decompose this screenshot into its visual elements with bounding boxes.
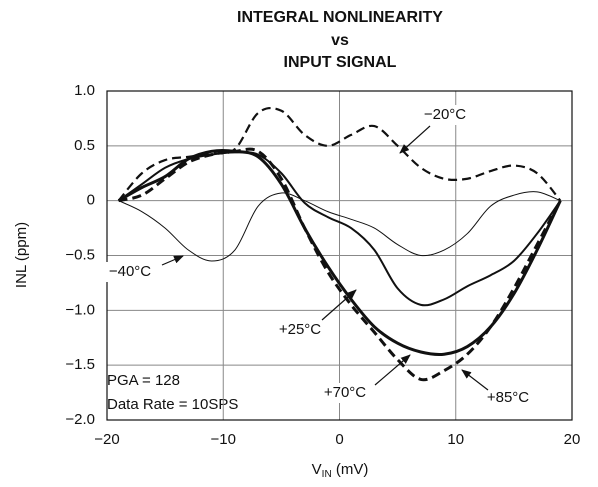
y-tick-label: 0 — [87, 192, 95, 209]
label-bg — [104, 262, 156, 282]
label-bg — [419, 105, 471, 125]
chart-title: INTEGRAL NONLINEARITY — [237, 9, 443, 26]
y-tick-label: −0.5 — [65, 246, 95, 263]
y-tick-label: 1.0 — [74, 82, 95, 99]
note: Data Rate = 10SPS — [107, 396, 238, 413]
x-tick-label: −20 — [94, 431, 119, 448]
x-label-subscript: IN — [322, 469, 332, 480]
x-tick-label: 0 — [335, 431, 343, 448]
x-label-base: V — [312, 461, 322, 478]
arrow — [374, 354, 411, 386]
x-tick-label: −10 — [211, 431, 236, 448]
series-label: +70°C — [324, 384, 366, 401]
note: PGA = 128 — [107, 372, 180, 389]
series-label: +85°C — [487, 389, 529, 406]
label-bg — [274, 320, 326, 340]
y-axis-label: INL (ppm) — [13, 222, 30, 288]
chart-title: vs — [331, 32, 349, 49]
chart-title: INPUT SIGNAL — [284, 54, 397, 71]
plot-frame — [106, 90, 573, 421]
arrow — [321, 289, 357, 321]
series-label: +25°C — [279, 321, 321, 338]
series-line — [118, 147, 562, 382]
y-tick-label: −2.0 — [65, 411, 95, 428]
x-axis-label: VIN (mV) — [312, 461, 369, 480]
x-tick-label: 20 — [564, 431, 581, 448]
y-tick-label: −1.0 — [65, 301, 95, 318]
arrow — [399, 125, 431, 154]
x-tick-label: 10 — [447, 431, 464, 448]
series-label: −20°C — [424, 106, 466, 123]
arrow — [161, 255, 184, 266]
arrow — [461, 369, 489, 391]
label-bg — [482, 388, 534, 408]
label-bg — [319, 383, 371, 403]
series-line — [118, 191, 561, 262]
series-label: −40°C — [109, 263, 151, 280]
x-label-unit: (mV) — [332, 461, 369, 478]
y-tick-label: −1.5 — [65, 356, 95, 373]
y-tick-label: 0.5 — [74, 137, 95, 154]
